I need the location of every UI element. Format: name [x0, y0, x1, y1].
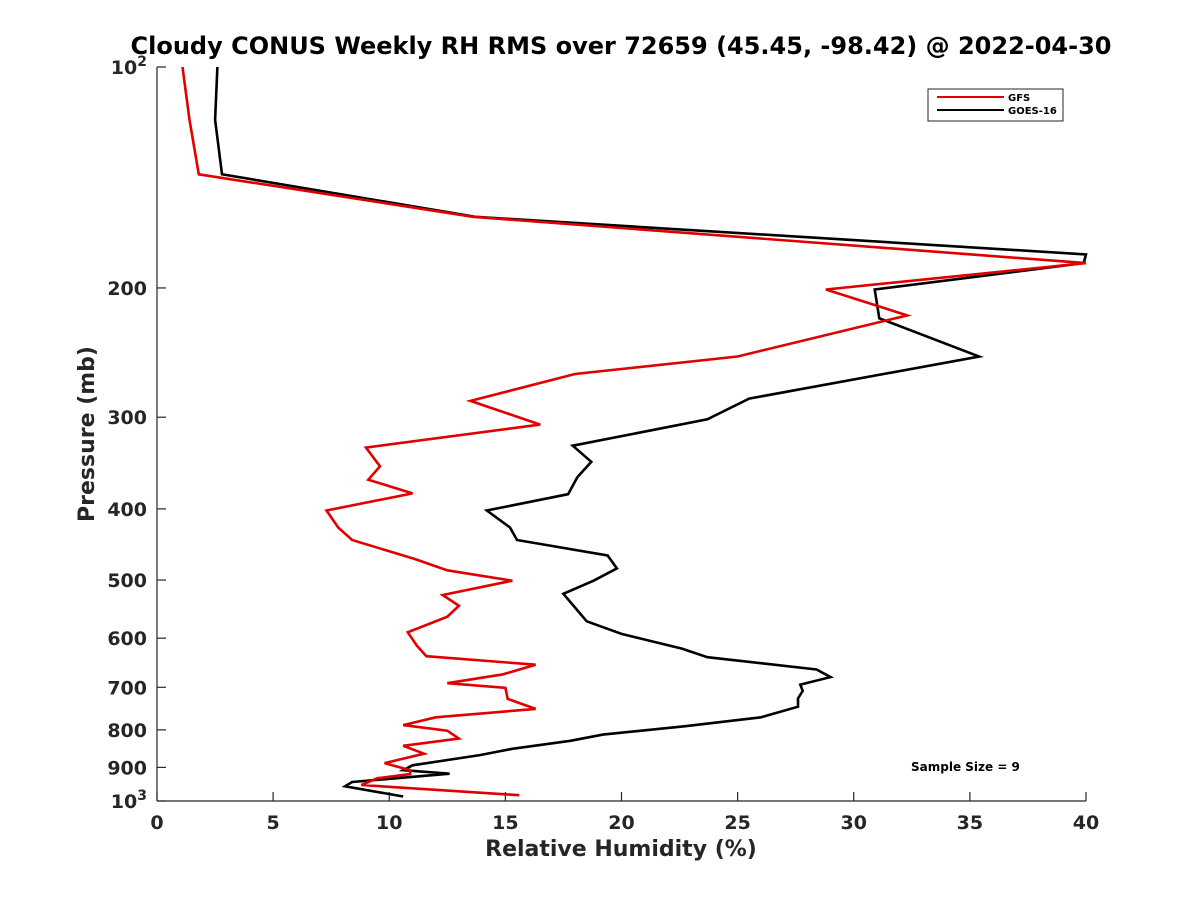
y-tick-label: 500	[107, 570, 147, 592]
x-axis-ticks: 0 5 10 15 20 25 30 35 40	[150, 792, 1099, 834]
y-axis-ticks: 102 200 300 400 500 600 700 800 900 103	[107, 54, 166, 813]
x-tick-label: 15	[492, 812, 518, 834]
x-tick-label: 0	[150, 812, 163, 834]
chart-title: Cloudy CONUS Weekly RH RMS over 72659 (4…	[131, 32, 1112, 60]
y-tick-label: 103	[111, 788, 147, 813]
legend-label-goes16: GOES-16	[1008, 106, 1057, 117]
legend-box	[927, 88, 1064, 122]
y-tick-label: 300	[107, 407, 147, 429]
x-tick-label: 10	[376, 812, 402, 834]
y-tick-label: 900	[107, 757, 147, 779]
y-tick-label: 102	[111, 54, 147, 79]
x-tick-label: 35	[957, 812, 983, 834]
y-axis-label: Pressure (mb)	[75, 346, 100, 522]
legend: GFS GOES-16	[927, 88, 1064, 122]
y-tick-label: 600	[107, 628, 147, 650]
y-tick-label: 200	[107, 278, 147, 300]
x-axis-label: Relative Humidity (%)	[485, 837, 757, 862]
series-line-goes16	[213, 66, 1088, 798]
x-tick-label: 25	[724, 812, 750, 834]
x-tick-label: 5	[267, 812, 280, 834]
x-tick-label: 20	[608, 812, 634, 834]
y-tick-label: 400	[107, 499, 147, 521]
x-tick-label: 40	[1073, 812, 1099, 834]
legend-label-gfs: GFS	[1008, 93, 1030, 104]
series-line-gfs	[181, 66, 1087, 797]
series-layer	[181, 66, 1088, 798]
y-tick-label: 700	[107, 677, 147, 699]
sample-size-annotation: Sample Size = 9	[911, 760, 1020, 774]
plot-area	[156, 67, 1086, 802]
y-tick-label: 800	[107, 720, 147, 742]
x-tick-label: 30	[841, 812, 867, 834]
plot-frame	[157, 67, 1086, 801]
